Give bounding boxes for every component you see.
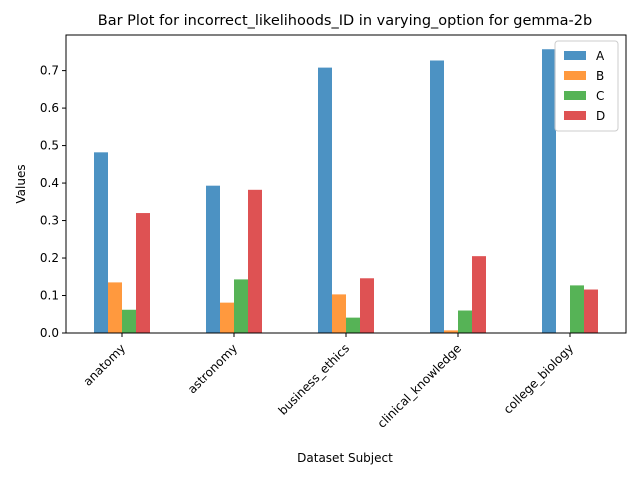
y-tick-label: 0.6 [40,101,59,115]
x-tick-label-anatomy: anatomy [81,341,128,388]
bar-D-college_biology [584,289,598,333]
bar-A-business_ethics [318,67,332,333]
bar-C-college_biology [570,285,584,333]
y-tick-label: 0.7 [40,64,59,78]
bar-A-college_biology [542,49,556,334]
y-tick-label: 0.0 [40,326,59,340]
x-tick-label-college_biology: college_biology [501,341,576,416]
y-tick-label: 0.1 [40,289,59,303]
legend-box [554,40,619,132]
x-tick-label-clinical_knowledge: clinical_knowledge [375,341,464,430]
legend-label-D: D [596,109,605,123]
bar-C-clinical_knowledge [458,310,472,333]
legend-swatch-D [564,111,586,120]
y-tick-label: 0.4 [40,176,59,190]
y-tick-label: 0.2 [40,251,59,265]
legend-label-A: A [596,49,605,63]
legend-swatch-C [564,91,586,100]
bar-D-clinical_knowledge [472,256,486,333]
legend-label-C: C [596,89,604,103]
bar-B-clinical_knowledge [444,330,458,333]
bar-C-business_ethics [346,317,360,333]
chart-title: Bar Plot for incorrect_likelihoods_ID in… [98,13,592,29]
y-axis-label: Values [14,164,28,203]
bar-D-astronomy [248,189,262,333]
x-tick-label-astronomy: astronomy [185,341,240,396]
bar-A-clinical_knowledge [430,60,444,333]
bar-C-anatomy [122,309,136,333]
bar-D-business_ethics [360,278,374,333]
y-tick-label: 0.3 [40,214,59,228]
y-tick-label: 0.5 [40,139,59,153]
legend-swatch-B [564,71,586,80]
bar-B-anatomy [108,282,122,333]
bar-A-anatomy [94,152,108,333]
bar-A-astronomy [206,185,220,333]
x-axis-label: Dataset Subject [297,451,393,465]
legend-label-B: B [596,69,604,83]
legend-swatch-A [564,51,586,60]
bar-B-astronomy [220,302,234,333]
bar-C-astronomy [234,279,248,333]
bar-B-business_ethics [332,294,346,333]
plot-area: 0.0 0.1 0.2 0.3 0.4 0.5 0.6 0.7 anatomy astronomy… [40,34,627,431]
bar-D-anatomy [136,213,150,333]
x-tick-label-business_ethics: business_ethics [276,341,353,418]
